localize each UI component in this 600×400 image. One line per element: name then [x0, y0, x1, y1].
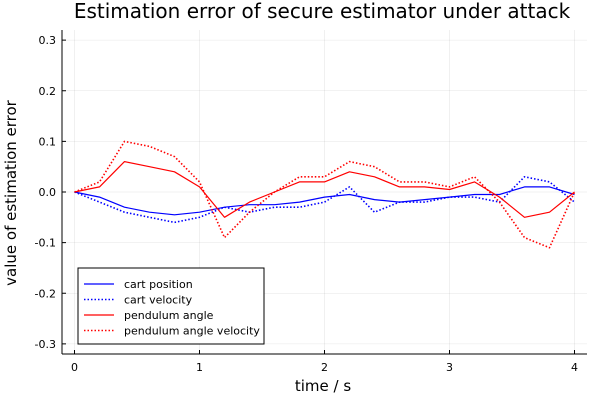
legend-label: pendulum angle [124, 309, 214, 322]
legend-label: cart velocity [124, 294, 193, 307]
x-tick-label: 0 [71, 361, 78, 374]
x-tick-label: 1 [196, 361, 203, 374]
chart-title: Estimation error of secure estimator und… [74, 0, 571, 23]
y-tick-label: -0.2 [35, 287, 56, 300]
y-axis-label: value of estimation error [2, 99, 20, 286]
legend-label: cart position [124, 278, 193, 291]
y-tick-label: 0.2 [39, 85, 57, 98]
grid [62, 30, 587, 354]
series-line-3 [74, 161, 575, 218]
y-tick-label: 0.0 [39, 186, 57, 199]
legend: cart position cart velocity pendulum angle… [77, 267, 265, 345]
axes: 0 1 2 3 4 -0.3 -0.2 -0.1 0.0 0.1 0.2 0.3 [35, 30, 587, 374]
y-tick-label: 0.3 [39, 34, 57, 47]
legend-label: pendulum angle velocity [124, 325, 260, 338]
series-line-4 [74, 140, 576, 249]
series-line-2 [74, 176, 576, 224]
y-tick-label: -0.3 [35, 338, 56, 351]
y-tick-label: 0.1 [39, 135, 57, 148]
x-tick-label: 4 [571, 361, 578, 374]
y-tick-label: -0.1 [35, 237, 56, 250]
x-tick-label: 3 [446, 361, 453, 374]
x-tick-label: 2 [321, 361, 328, 374]
plot-series [74, 140, 576, 249]
x-axis-label: time / s [295, 377, 351, 395]
legend-box [77, 267, 265, 345]
series-line-1 [74, 186, 575, 216]
